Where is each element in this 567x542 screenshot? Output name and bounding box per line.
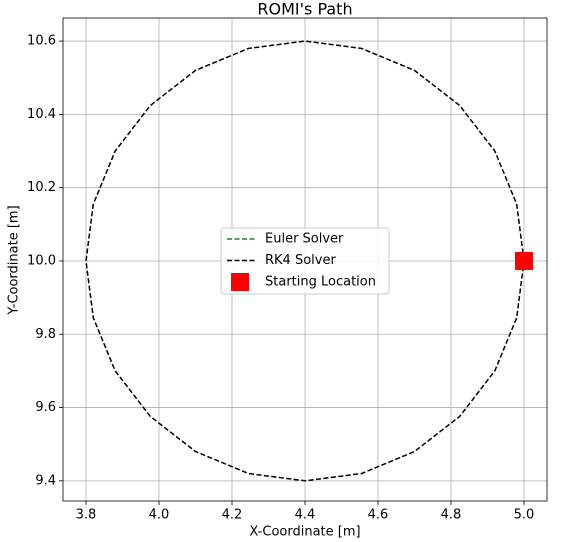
legend-label: Euler Solver [265, 232, 344, 247]
legend-label: Starting Location [265, 275, 376, 290]
x-tick-label: 3.8 [76, 508, 97, 523]
y-tick-label: 10.4 [27, 107, 56, 122]
x-tick-label: 4.2 [222, 508, 243, 523]
plot-frame [62, 17, 548, 502]
y-tick-label: 9.4 [35, 473, 56, 488]
y-tick-label: 10.6 [27, 34, 56, 49]
y-tick-label: 10.2 [27, 180, 56, 195]
legend-box [220, 227, 390, 295]
chart-title: ROMI's Path [257, 0, 352, 19]
x-tick-label: 4.0 [149, 508, 170, 523]
x-tick-label: 4.4 [295, 508, 316, 523]
legend-swatch [231, 273, 249, 291]
start-marker [515, 251, 534, 270]
x-axis-label: X-Coordinate [m] [249, 525, 360, 540]
path-line [85, 40, 525, 482]
y-tick-label: 9.6 [35, 400, 56, 415]
x-tick-label: 4.8 [441, 508, 462, 523]
legend-label: RK4 Solver [265, 253, 336, 268]
y-tick-label: 10.0 [27, 253, 56, 268]
x-tick-label: 4.6 [368, 508, 389, 523]
y-tick-label: 9.8 [35, 327, 56, 342]
x-tick-label: 5.0 [514, 508, 535, 523]
y-axis-label: Y-Coordinate [m] [7, 205, 22, 315]
